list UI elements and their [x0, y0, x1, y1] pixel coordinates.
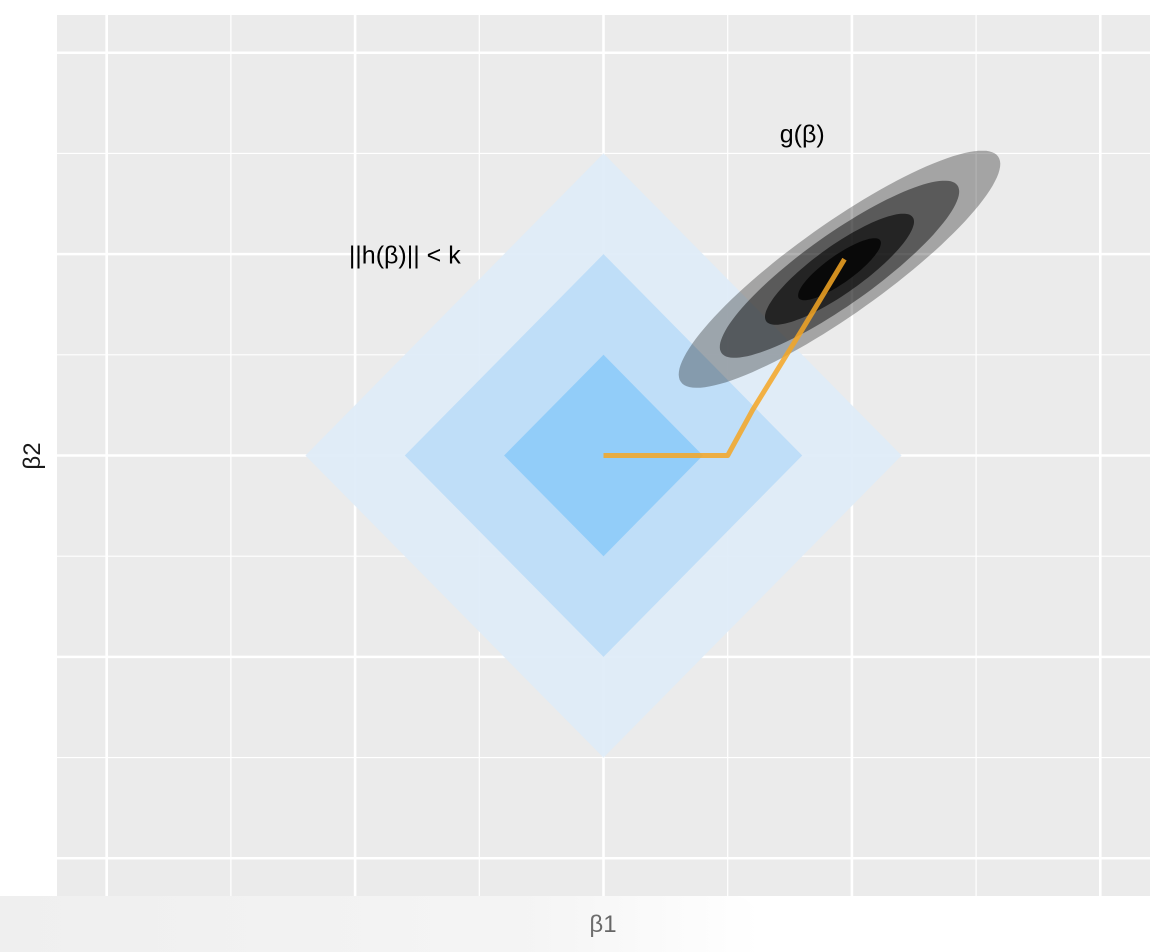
x-axis-label: β1: [589, 911, 616, 938]
annotation-label: g(β): [780, 120, 825, 148]
coefficient-path: [603, 257, 847, 458]
annotation-label: ||h(β)|| < k: [349, 241, 461, 269]
y-axis-label: β2: [19, 442, 46, 469]
annotations: g(β) ||h(β)|| < k: [349, 120, 825, 269]
coefficient-path-line: [603, 257, 847, 458]
